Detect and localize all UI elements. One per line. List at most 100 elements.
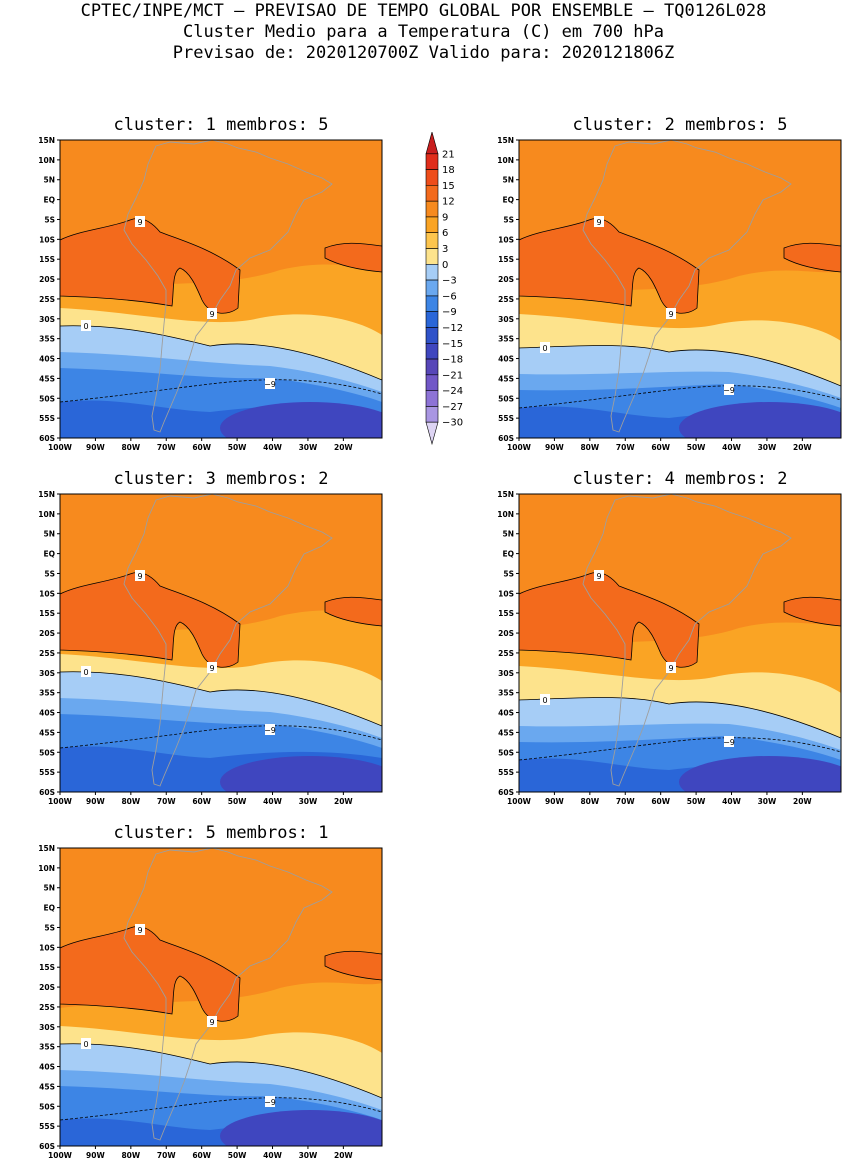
lon-tick-label: 60W [651,443,670,452]
contour-label-m9: −9 [723,386,735,395]
lat-tick-label: 10N [38,510,55,519]
contour-label-0: 0 [542,696,547,705]
color-scale-label: 12 [442,197,455,208]
lat-tick-label: 10S [39,589,55,598]
lon-tick-label: 50W [687,443,706,452]
lon-tick-label: 60W [192,443,211,452]
contour-label-m9: −9 [264,1098,276,1107]
contour-label-9-bg [135,570,145,581]
lat-tick-label: 55S [498,414,514,423]
color-scale-label: −12 [442,323,463,334]
color-scale-label: −6 [442,291,457,302]
map-panel-cluster-1: cluster: 1 membros: 5 9 9 0 −9 15N 10N 5N EQ 5S 10… [15,110,405,452]
lat-tick-label: 30S [39,1023,55,1032]
lat-tick-label: 15S [39,609,55,618]
contour-label-0: 0 [83,668,88,677]
color-scale-label: −24 [442,386,463,397]
lat-tick-label: 10N [38,864,55,873]
lat-tick-label: 5S [44,569,55,578]
lat-tick-label: 10S [498,589,514,598]
lat-tick-label: 50S [498,394,514,403]
map-frame [518,139,842,439]
lat-tick-label: 10S [39,943,55,952]
lon-tick-label: 80W [580,443,599,452]
contour-zero [519,697,841,739]
lon-tick-label: 90W [545,443,564,452]
lon-tick-label: 80W [580,797,599,806]
lat-tick-label: 40S [39,355,55,364]
lon-tick-label: 40W [263,797,282,806]
lon-tick-label: 90W [86,1151,105,1158]
contour-label-9b: 9 [668,310,673,319]
color-scale-swatch [425,232,439,249]
color-scale-swatch [425,421,439,446]
color-scale: 21 18 15 12 9 6 3 0 −3 −6 −9 −12 −15 −18 −21 −24 −27 −30 [418,130,468,447]
lon-tick-label: 70W [616,797,635,806]
contour-label-9-bg [594,216,604,227]
lat-tick-label: 30S [39,315,55,324]
color-scale-swatch [425,406,439,423]
lat-tick-label: 5S [503,569,514,578]
warm-region-east [783,242,841,273]
lon-tick-label: 30W [299,1151,318,1158]
lon-tick-label: 100W [48,443,73,452]
color-scale-swatch [425,311,439,328]
lon-tick-label: 60W [192,797,211,806]
color-scale-label: −18 [442,355,463,366]
field-m15-m12 [220,402,382,438]
lon-tick-label: 90W [545,797,564,806]
lon-tick-label: 90W [86,797,105,806]
header-line-3: Previsao de: 2020120700Z Valido para: 20… [172,43,675,63]
lat-tick-label: 25S [498,295,514,304]
color-scale-label: 0 [442,260,448,271]
lat-tick-label: 35S [39,689,55,698]
field-m15-m12 [679,756,841,792]
lat-tick-label: 15N [497,490,514,499]
lat-tick-label: 50S [39,748,55,757]
contour-label-9-bg [135,924,145,935]
lat-tick-label: 5N [44,176,56,185]
contour-label-9: 9 [137,572,142,581]
lat-tick-label: EQ [44,904,56,913]
color-scale-swatch [425,130,439,155]
contour-zero [60,1043,382,1099]
lon-tick-label: 50W [228,443,247,452]
lon-tick-label: 50W [687,797,706,806]
color-scale-swatch [425,390,439,407]
lat-tick-label: 40S [39,1063,55,1072]
color-scale-swatch [425,216,439,234]
color-scale-label: −9 [442,307,457,318]
lat-tick-label: 15N [38,844,55,853]
lon-tick-label: 30W [299,443,318,452]
lon-tick-label: 60W [651,797,670,806]
warm-region-east [783,596,841,627]
contour-label-9b: 9 [209,664,214,673]
lat-tick-label: 5S [44,923,55,932]
lat-tick-label: 20S [39,629,55,638]
contour-label-m9-bg [265,1096,275,1107]
lon-tick-label: 70W [157,443,176,452]
map-frame [518,493,842,793]
continent-outline [123,494,333,787]
lat-tick-label: 20S [498,629,514,638]
lat-tick-label: 20S [498,275,514,284]
contour-label-9b: 9 [668,664,673,673]
contour-label-0: 0 [83,1040,88,1049]
color-scale-swatch [425,279,439,297]
lat-tick-label: 35S [39,1043,55,1052]
contour-label-9: 9 [596,218,601,227]
lat-tick-label: 45S [39,728,55,737]
lon-tick-label: 80W [121,443,140,452]
contour-label-9-bg [594,570,604,581]
lat-tick-label: 55S [498,768,514,777]
color-scale-label: 3 [442,244,448,255]
lat-tick-label: 5S [503,215,514,224]
contour-label-9b-bg [666,662,676,673]
map-panel-cluster-2: cluster: 2 membros: 5 9 9 0 −9 15N 10N 5N EQ 5S 10… [474,110,847,452]
lat-tick-label: 25S [39,295,55,304]
contour-label-9b-bg [666,308,676,319]
contour-minus-nine [519,737,841,761]
color-scale-swatch [425,374,439,391]
lat-tick-label: 15S [39,963,55,972]
contour-label-m9: −9 [264,380,276,389]
